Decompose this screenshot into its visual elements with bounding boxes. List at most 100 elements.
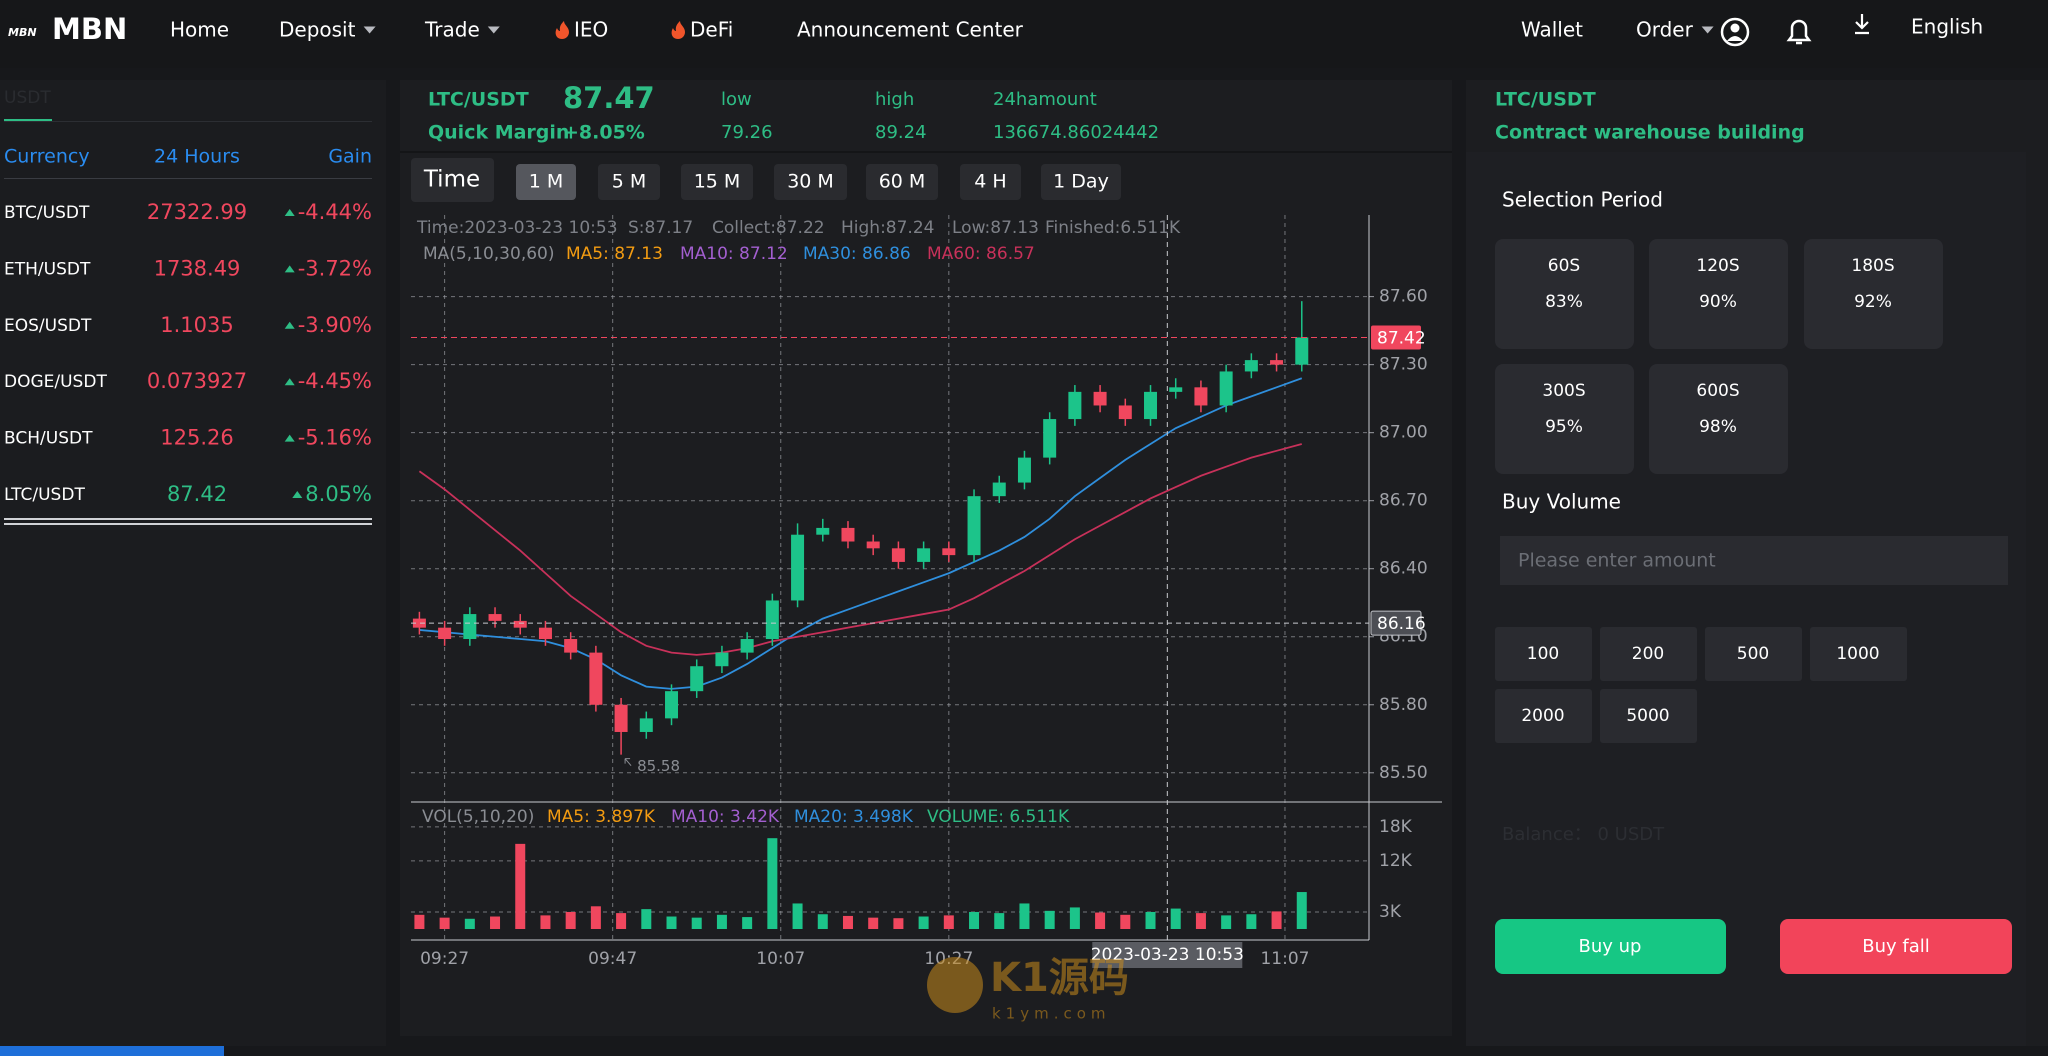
period-rate[interactable]: 98% — [1699, 417, 1737, 437]
volume-bar — [464, 918, 475, 929]
candle-body — [1093, 391, 1107, 406]
period-time[interactable]: 60S — [1548, 256, 1580, 276]
period-button[interactable] — [960, 164, 1021, 200]
amount-button[interactable] — [1495, 689, 1592, 743]
volume-bar — [641, 909, 652, 929]
period-button-label[interactable]: 1 M — [529, 171, 564, 193]
nav-item[interactable]: IEO — [574, 18, 608, 42]
amount-button[interactable] — [1600, 689, 1697, 743]
amount-label[interactable]: 100 — [1527, 644, 1559, 664]
divider — [4, 121, 372, 122]
amount-label[interactable]: 5000 — [1626, 706, 1669, 726]
candle-body — [1194, 387, 1208, 406]
nav-item[interactable]: Announcement Center — [797, 18, 1024, 42]
period-rate[interactable]: 90% — [1699, 292, 1737, 312]
buy-up-button[interactable] — [1495, 919, 1726, 974]
market-header: Currency — [4, 146, 90, 168]
user-icon[interactable] — [1720, 17, 1750, 47]
period-button-label[interactable]: 60 M — [879, 171, 926, 193]
period-card[interactable] — [1804, 239, 1943, 349]
market-tab[interactable]: USDT — [4, 88, 51, 108]
watermark-logo — [927, 957, 983, 1013]
tab-underline — [4, 119, 52, 122]
divider — [4, 518, 372, 520]
amount-input[interactable] — [1500, 536, 2008, 585]
section-label: Selection Period — [1502, 188, 1663, 212]
amount-button[interactable] — [1600, 627, 1697, 681]
nav-right-item[interactable]: English — [1911, 15, 1983, 39]
period-button-label[interactable]: 5 M — [612, 171, 647, 193]
market-pair[interactable]: EOS/USDT — [4, 316, 92, 336]
period-card[interactable] — [1495, 364, 1634, 474]
x-tick-label: 10:07 — [756, 949, 805, 969]
vol-tick-label: 3K — [1379, 902, 1402, 922]
bell-icon[interactable] — [1786, 19, 1812, 45]
candle-body — [513, 620, 527, 628]
volume-bar — [842, 915, 853, 929]
download-icon[interactable] — [1855, 14, 1869, 35]
nav-item[interactable]: Home — [170, 18, 229, 42]
amount-button[interactable] — [1810, 627, 1907, 681]
period-button[interactable] — [1041, 164, 1121, 200]
amount-label[interactable]: 1000 — [1836, 644, 1879, 664]
amount-label[interactable]: 200 — [1632, 644, 1664, 664]
buy-up-label[interactable]: Buy up — [1579, 936, 1642, 957]
gain-arrow — [292, 491, 303, 498]
market-pair[interactable]: LTC/USDT — [4, 485, 85, 505]
y-tick-label: 86.40 — [1379, 559, 1428, 579]
gain-arrow — [284, 434, 295, 442]
period-time[interactable]: 300S — [1542, 381, 1585, 401]
market-price: 1738.49 — [154, 256, 241, 280]
period-time[interactable]: 180S — [1851, 256, 1894, 276]
volume-bar — [868, 917, 879, 929]
market-pair[interactable]: BTC/USDT — [4, 203, 90, 223]
ma-legend: MA60: 86.57 — [927, 244, 1035, 264]
amount-button[interactable] — [1705, 627, 1802, 681]
period-card[interactable] — [1649, 239, 1788, 349]
buy-fall-label[interactable]: Buy fall — [1862, 936, 1930, 957]
amount-placeholder[interactable]: Please enter amount — [1518, 550, 1716, 572]
period-button-label[interactable]: 4 H — [974, 171, 1006, 193]
period-card[interactable] — [1649, 364, 1788, 474]
period-button[interactable] — [774, 164, 847, 200]
section-label: Buy Volume — [1502, 490, 1621, 514]
buy-fall-button[interactable] — [1780, 919, 2012, 974]
stat-label: high — [875, 89, 914, 110]
nav-right-item[interactable]: Order — [1636, 18, 1694, 42]
period-card[interactable] — [1495, 239, 1634, 349]
crosshair-y-box — [1370, 610, 1422, 636]
market-pair[interactable]: DOGE/USDT — [4, 372, 107, 392]
crosshair-y-label: 86.16 — [1377, 614, 1426, 634]
market-price: 27322.99 — [147, 200, 247, 224]
amount-button[interactable] — [1495, 627, 1592, 681]
amount-label[interactable]: 2000 — [1521, 706, 1564, 726]
volume-bar — [490, 916, 501, 929]
nav-right-item[interactable]: Wallet — [1521, 18, 1583, 42]
nav-item[interactable]: Trade — [424, 18, 480, 42]
nav-item[interactable]: Deposit — [279, 18, 356, 42]
period-button-label[interactable]: 30 M — [787, 171, 834, 193]
period-button[interactable] — [516, 164, 576, 200]
period-button[interactable] — [866, 164, 938, 200]
period-time[interactable]: 600S — [1696, 381, 1739, 401]
period-rate[interactable]: 92% — [1854, 292, 1892, 312]
candle-body — [740, 639, 754, 653]
gain-arrow — [284, 209, 295, 216]
nav-item[interactable]: DeFi — [690, 18, 733, 42]
vol-legend: MA20: 3.498K — [794, 807, 914, 827]
period-button[interactable] — [681, 164, 753, 200]
period-button[interactable] — [598, 164, 660, 200]
amount-label[interactable]: 500 — [1737, 644, 1769, 664]
period-rate[interactable]: 95% — [1545, 417, 1583, 437]
ma-legend: MA10: 87.12 — [680, 244, 788, 264]
ticker-margin-label: Quick Margin — [428, 122, 569, 144]
market-pair[interactable]: ETH/USDT — [4, 259, 91, 279]
last-price-label: 87.42 — [1377, 328, 1426, 348]
period-time[interactable]: 120S — [1696, 256, 1739, 276]
market-pair[interactable]: BCH/USDT — [4, 429, 93, 449]
period-button-label[interactable]: 15 M — [694, 171, 741, 193]
candle-body — [614, 704, 628, 732]
period-rate[interactable]: 83% — [1545, 292, 1583, 312]
period-button-label[interactable]: 1 Day — [1053, 171, 1109, 193]
